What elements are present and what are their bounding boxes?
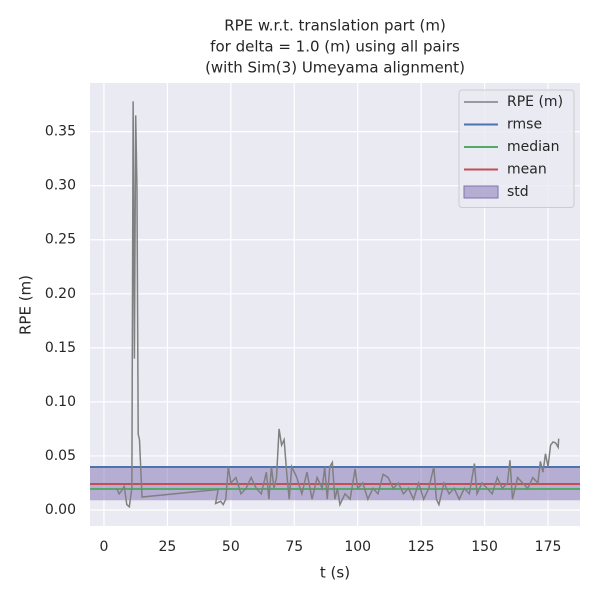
y-tick-label: 0.10 [45,394,76,410]
y-tick-label: 0.20 [45,286,76,302]
x-tick-label: 50 [222,539,240,555]
x-tick-label: 25 [158,539,176,555]
y-tick-label: 0.15 [45,340,76,356]
x-tick-label: 0 [99,539,108,555]
y-tick-label: 0.35 [45,124,76,140]
y-tick-label: 0.30 [45,178,76,194]
y-tick-label: 0.25 [45,232,76,248]
y-tick-label: 0.05 [45,448,76,464]
chart-title: for delta = 1.0 (m) using all pairs [210,38,460,56]
legend-box [458,89,575,208]
data-line [115,101,560,509]
chart-title: (with Sim(3) Umeyama alignment) [205,59,465,77]
legend-label: median [507,139,559,155]
y-axis-label: RPE (m) [17,275,35,335]
legend-swatch [463,185,499,199]
legend-label: mean [507,162,547,178]
x-tick-label: 100 [344,539,371,555]
legend-label: std [507,184,529,200]
x-tick-label: 125 [408,539,435,555]
x-tick-label: 75 [285,539,303,555]
y-tick-label: 0.00 [45,502,76,518]
x-axis-label: t (s) [320,564,350,582]
x-tick-label: 175 [535,539,562,555]
legend-label: rmse [507,117,542,133]
chart-title: RPE w.r.t. translation part (m) [224,17,446,35]
x-tick-label: 150 [471,539,498,555]
legend-label: RPE (m) [507,94,563,110]
